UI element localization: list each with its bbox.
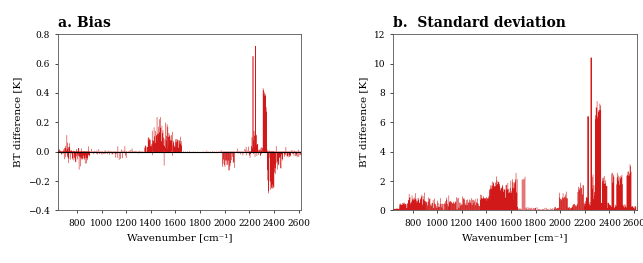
Text: b.  Standard deviation: b. Standard deviation [394, 16, 566, 30]
X-axis label: Wavenumber [cm⁻¹]: Wavenumber [cm⁻¹] [127, 233, 232, 242]
X-axis label: Wavenumber [cm⁻¹]: Wavenumber [cm⁻¹] [462, 233, 568, 242]
Y-axis label: BT difference [K]: BT difference [K] [359, 77, 368, 168]
Text: a. Bias: a. Bias [58, 16, 111, 30]
Y-axis label: BT difference [K]: BT difference [K] [13, 77, 22, 168]
